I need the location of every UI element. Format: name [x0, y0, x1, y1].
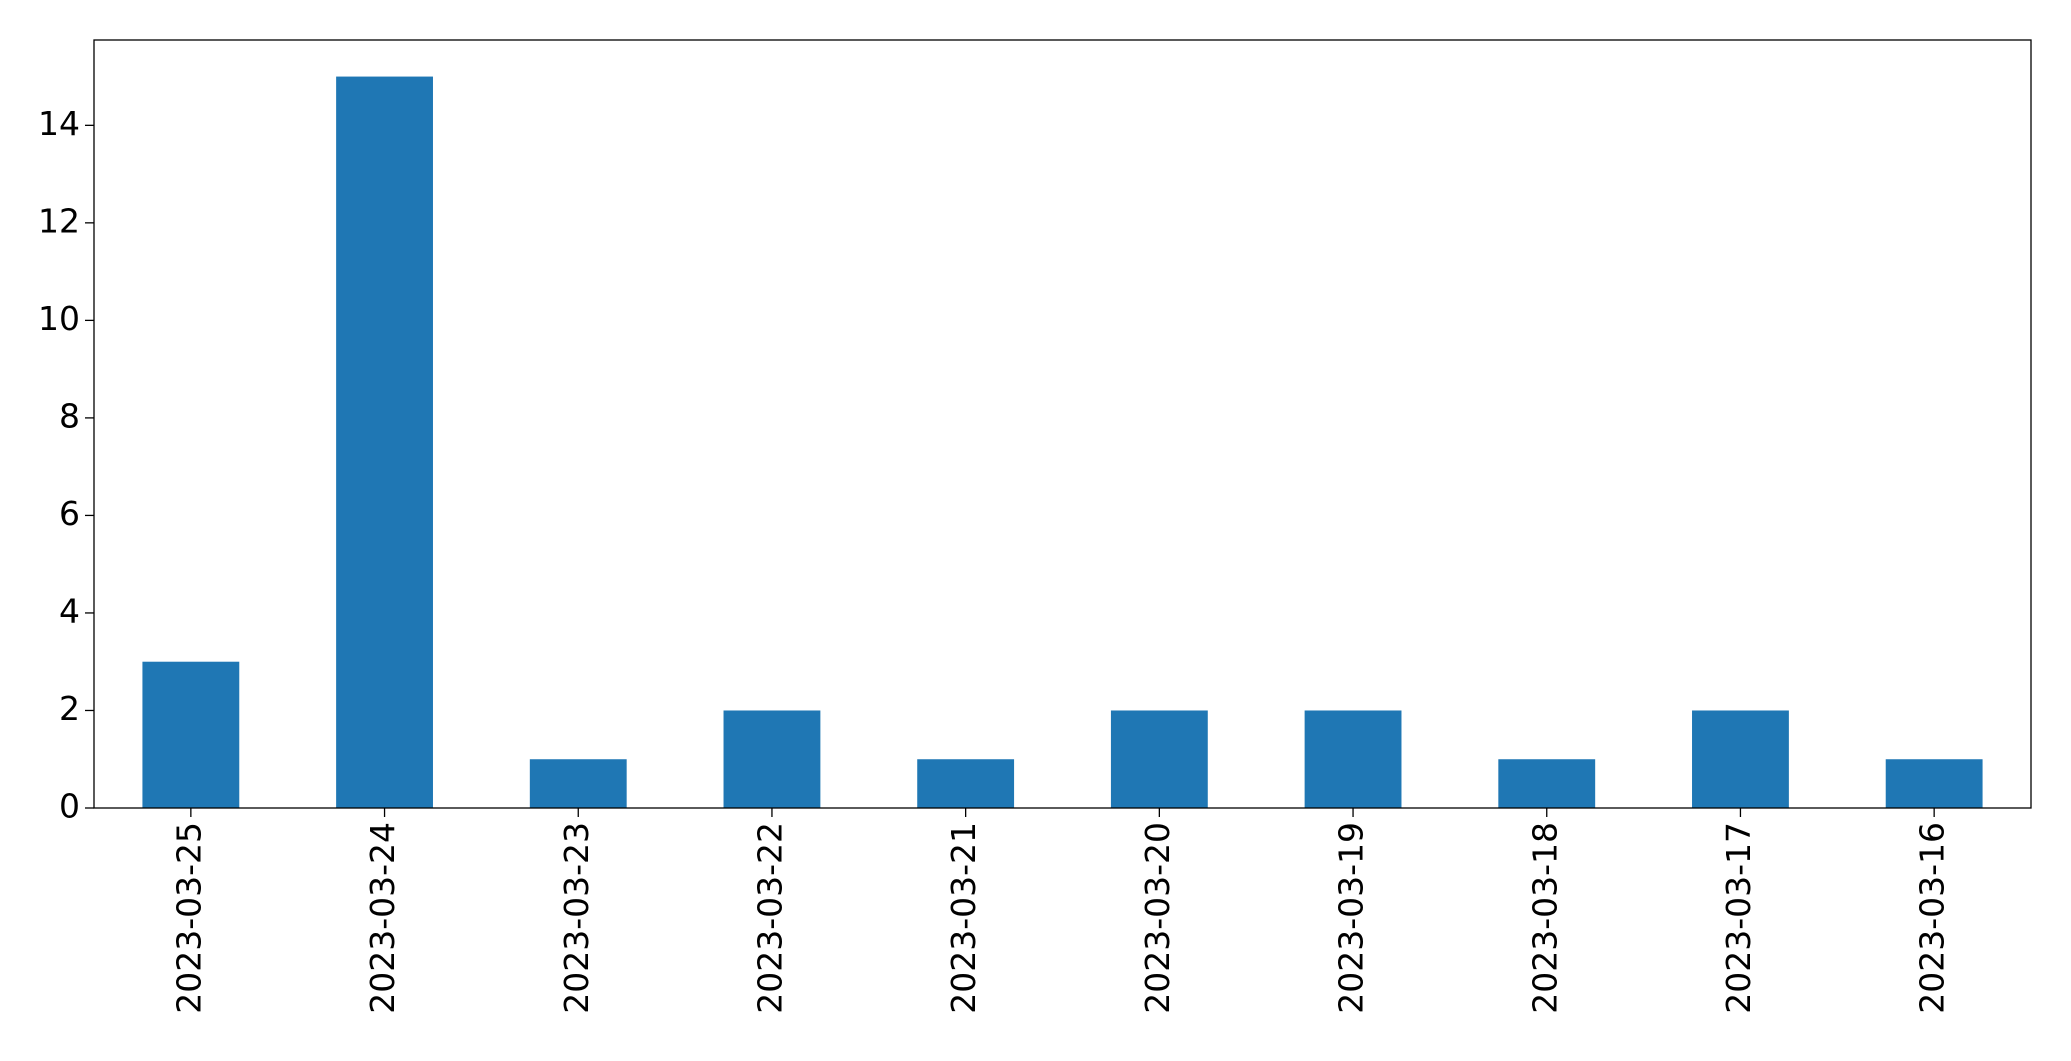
bar	[142, 661, 240, 808]
y-tick-label: 2	[59, 689, 80, 728]
y-tick-label: 6	[59, 494, 80, 533]
x-tick-label: 2023-03-23	[557, 822, 596, 1014]
x-tick-label: 2023-03-18	[1525, 822, 1564, 1014]
y-tick-label: 12	[38, 201, 80, 240]
bar	[1692, 710, 1789, 808]
y-tick-label: 4	[59, 591, 80, 630]
x-tick-label: 2023-03-21	[944, 822, 983, 1014]
plot-frame	[93, 39, 2032, 809]
x-tick-label: 2023-03-19	[1332, 822, 1371, 1014]
y-tick-label: 10	[38, 299, 80, 338]
bar	[1304, 710, 1402, 808]
y-tick-label: 14	[38, 104, 80, 143]
bar	[723, 710, 821, 808]
bar	[529, 759, 627, 808]
bar	[1498, 759, 1596, 808]
bar	[1110, 710, 1208, 808]
y-tick-label: 8	[59, 396, 80, 435]
x-tick-label: 2023-03-24	[363, 822, 402, 1014]
y-tick-label: 0	[59, 787, 80, 826]
x-tick-label: 2023-03-16	[1913, 822, 1952, 1014]
x-tick-label: 2023-03-20	[1138, 822, 1177, 1014]
bar	[336, 76, 433, 809]
bar	[917, 759, 1015, 808]
x-tick-label: 2023-03-22	[750, 822, 789, 1014]
x-tick-label: 2023-03-25	[169, 822, 208, 1014]
bar	[1885, 759, 1983, 808]
x-tick-label: 2023-03-17	[1719, 822, 1758, 1014]
